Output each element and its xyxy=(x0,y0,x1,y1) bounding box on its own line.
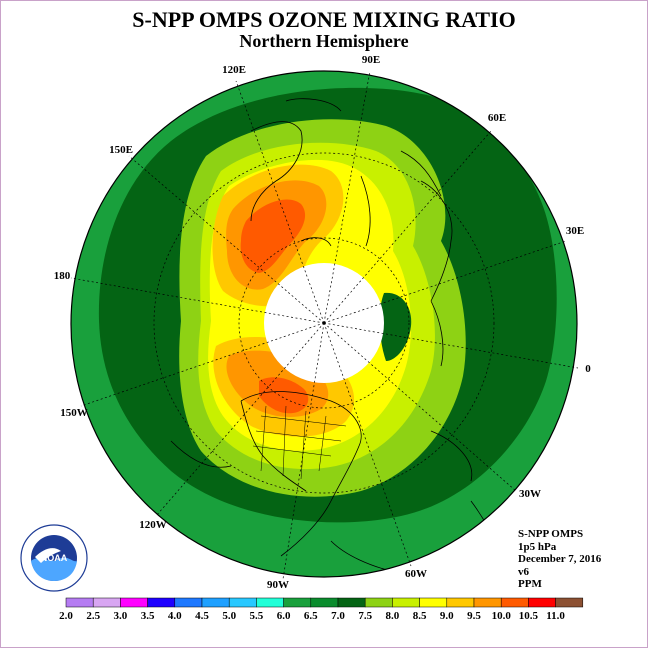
legend-color-box xyxy=(392,597,420,608)
legend-color-box xyxy=(201,597,230,608)
meridian-60e xyxy=(323,130,492,324)
patch-dark-east xyxy=(379,292,412,361)
legend-tick-label: 2.0 xyxy=(59,610,73,622)
lon-label-90e: 90E xyxy=(362,54,380,66)
legend-color-box xyxy=(147,597,176,608)
graticule xyxy=(70,70,579,580)
meridian-90e xyxy=(323,70,371,324)
noaa-logo: NOAA xyxy=(20,524,88,592)
state-borders xyxy=(252,405,347,480)
meridian-30w xyxy=(323,322,517,492)
info-date: December 7, 2016 xyxy=(518,553,602,565)
lon-label-60e: 60E xyxy=(488,112,506,124)
legend-color-box xyxy=(65,597,94,608)
info-instrument: S-NPP OMPS xyxy=(518,528,584,540)
legend-tick-label: 6.5 xyxy=(304,610,318,622)
legend-color-box xyxy=(419,597,448,608)
legend-color-box xyxy=(555,597,584,608)
legend-color-box xyxy=(310,597,339,608)
legend-tick-label: 2.5 xyxy=(86,610,100,622)
logo-gull xyxy=(35,548,61,563)
map-border xyxy=(70,70,578,578)
lon-label-150w: 150W xyxy=(60,407,88,419)
legend-color-box xyxy=(528,597,556,608)
lon-label-180: 180 xyxy=(54,270,71,282)
meridian-30e xyxy=(323,240,567,324)
legend-tick-label: 5.5 xyxy=(250,610,264,622)
legend-tick-label: 9.0 xyxy=(440,610,454,622)
legend-tick-label: 3.0 xyxy=(114,610,128,622)
legend-color-box xyxy=(473,597,502,608)
legend-color-boxes xyxy=(65,597,584,608)
legend-tick-label: 8.5 xyxy=(413,610,427,622)
patch-9.5-10-south xyxy=(259,377,309,414)
legend-color-box xyxy=(337,597,366,608)
legend-color-box xyxy=(446,597,475,608)
legend-color-box xyxy=(92,597,121,608)
legend-tick-label: 7.0 xyxy=(331,610,345,622)
legend-tick-label: 4.5 xyxy=(195,610,209,622)
legend-tick-label: 6.0 xyxy=(277,610,291,622)
map-subtitle: Northern Hemisphere xyxy=(239,31,409,51)
legend-tick-label: 10.0 xyxy=(492,610,512,622)
legend-color-box xyxy=(256,597,284,608)
legend-color-box xyxy=(174,597,203,608)
latitude-circle xyxy=(153,152,495,494)
lon-label-30w: 30W xyxy=(519,488,541,500)
logo-wave xyxy=(31,557,77,581)
lon-label-0: 0 xyxy=(585,363,591,375)
info-version: v6 xyxy=(518,565,529,578)
legend-tick-label: 9.5 xyxy=(467,610,481,622)
legend-tick-label: 10.5 xyxy=(519,610,539,622)
legend-tick-label: 4.0 xyxy=(168,610,182,622)
legend-tick-label: 11.0 xyxy=(546,610,565,622)
legend-tick-label: 5.0 xyxy=(222,610,236,622)
latitude-circle xyxy=(238,237,410,409)
map-title: S-NPP OMPS OZONE MIXING RATIO xyxy=(132,7,516,32)
lon-label-90w: 90W xyxy=(267,579,289,591)
legend-color-box xyxy=(283,597,312,608)
lon-label-120e: 120E xyxy=(222,64,246,76)
lon-label-60w: 60W xyxy=(405,568,427,580)
legend-tick-label: 3.5 xyxy=(141,610,155,622)
lon-label-30e: 30E xyxy=(566,225,584,237)
patch-9.5-10-north xyxy=(240,199,306,273)
info-units: PPM xyxy=(518,578,542,590)
legend-color-box xyxy=(500,597,529,608)
info-panel: S-NPP OMPS 1p5 hPa December 7, 2016 v6 P… xyxy=(518,528,601,591)
legend-tick-label: 8.0 xyxy=(386,610,400,622)
lon-label-150e: 150E xyxy=(109,144,133,156)
lon-label-120w: 120W xyxy=(139,519,167,531)
legend-color-box xyxy=(120,597,148,608)
legend-tick-label: 7.5 xyxy=(358,610,372,622)
info-level: 1p5 hPa xyxy=(518,540,557,553)
meridian-120w xyxy=(155,322,325,517)
legend-color-box xyxy=(364,597,393,608)
legend-tick-labels: 2.0 2.5 3.0 3.5 4.0 4.5 5.0 5.5 6.0 6.5 7.0 7.5 8.0 8… xyxy=(59,610,565,622)
meridian-90w xyxy=(282,322,325,580)
legend-color-box xyxy=(228,597,257,608)
logo-wordmark: NOAA xyxy=(41,553,68,563)
